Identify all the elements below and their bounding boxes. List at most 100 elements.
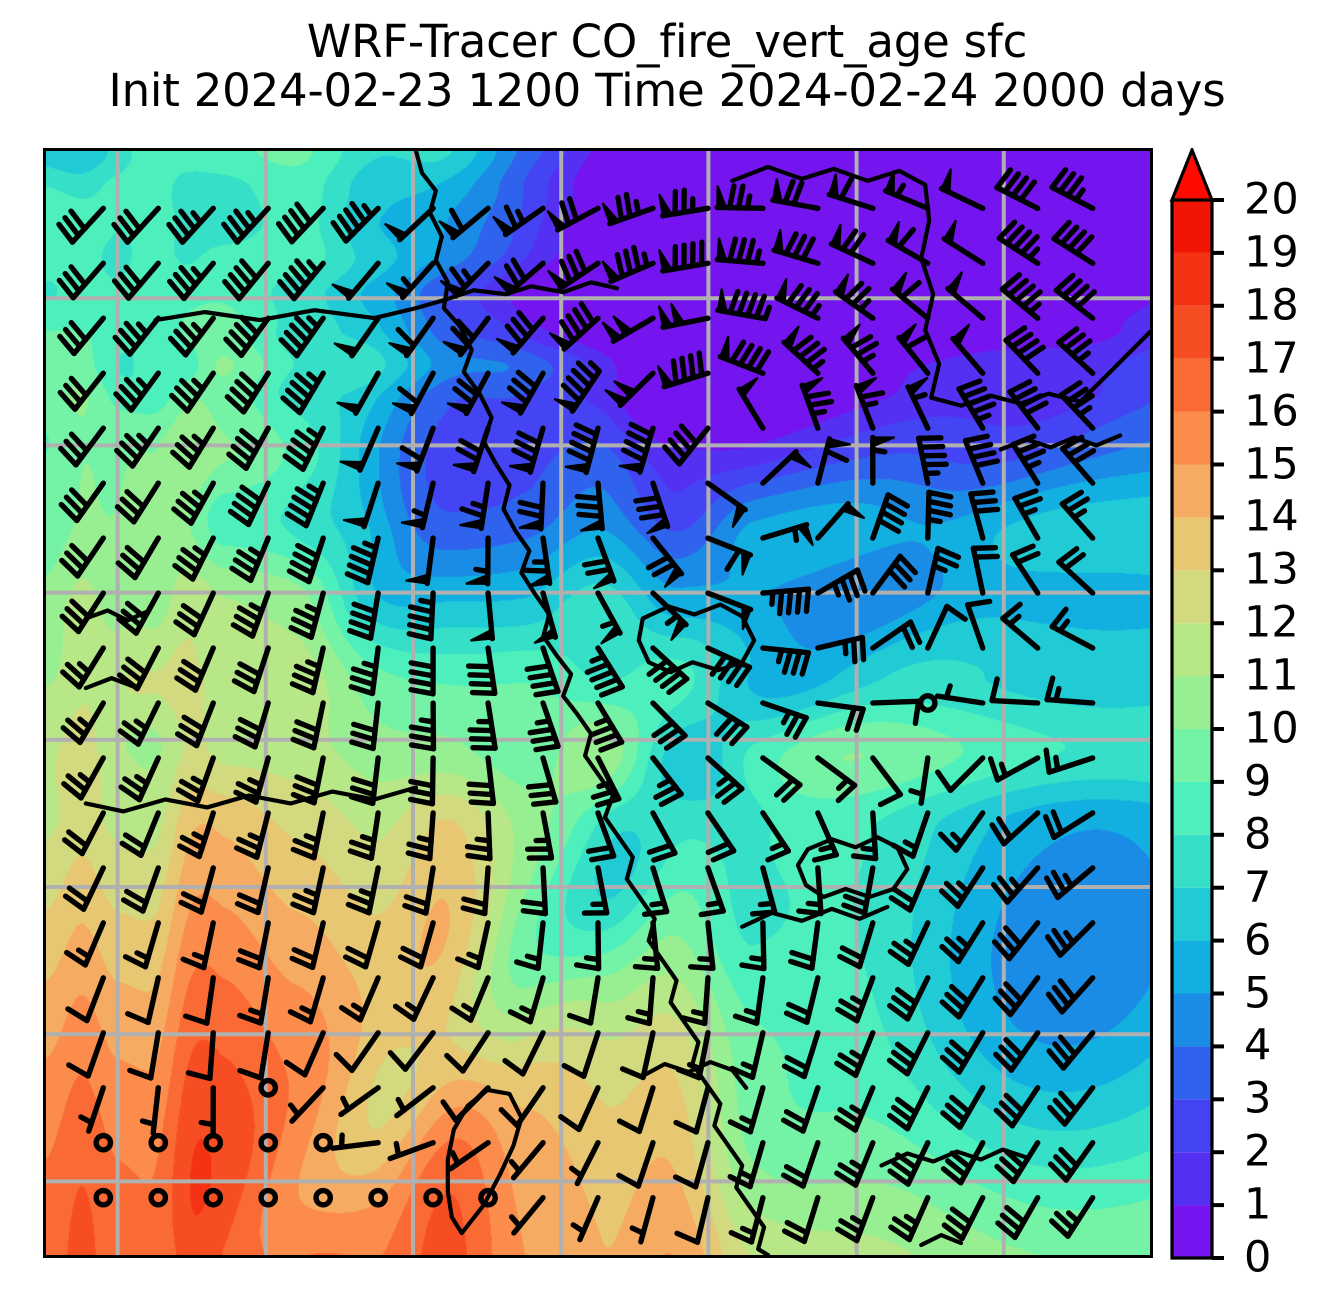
colorbar-tick-label: 17 [1244,333,1299,384]
wind-barb [287,975,326,1025]
coastline-path [929,391,1083,408]
wind-barb [313,1132,334,1153]
wind-barb [940,1140,986,1186]
wind-barb [115,535,161,581]
wind-barb [392,975,436,1022]
wind-barb [237,975,271,1026]
wind-barb [558,1085,601,1133]
colorbar-tick-label: 6 [1244,915,1272,966]
wind-barb [553,360,603,414]
wind-barb [941,219,986,266]
wind-barb [344,535,381,586]
wind-barb [466,755,497,807]
colorbar-band [1172,200,1212,253]
wind-barb [673,1085,711,1135]
wind-barb [945,271,986,321]
wind-barb [1049,606,1096,651]
colorbar-tick-label: 18 [1244,280,1299,331]
colorbar-band [1172,834,1212,888]
colorbar-band [1172,411,1212,465]
wind-barb [342,920,381,970]
map-plot-area[interactable] [43,148,1153,1258]
colorbar-gradient [1169,148,1224,1260]
wind-barb [57,370,107,412]
wind-barb [770,178,821,212]
wind-barb [992,975,1041,1018]
calm-wind-circle-icon [917,693,938,713]
wind-barb [66,1030,107,1079]
colorbar-tick-label: 3 [1244,1073,1272,1124]
wind-barb [522,535,553,588]
wind-barb [452,425,491,475]
wind-barb [588,700,625,753]
colorbar-tick-label: 9 [1244,756,1272,807]
wind-barb [122,920,161,970]
wind-barb [581,865,610,916]
wind-barb [460,865,491,917]
wind-barb [78,1085,107,1134]
wind-barb [870,698,922,726]
wind-barb [595,590,623,645]
wind-barb [990,865,1041,905]
wind-barb [64,920,107,968]
colorbar-tick-label: 15 [1244,439,1299,489]
wind-barb [564,422,601,476]
wind-barb [815,436,851,486]
wind-barb [698,865,726,918]
wind-barb [616,1140,656,1189]
wind-barb [348,755,381,807]
wind-barb [338,975,381,1023]
wind-barb [739,920,767,972]
wind-barb [889,271,931,321]
wind-barb [601,244,656,284]
wind-barb [570,1194,601,1243]
wind-barb [283,1030,326,1078]
wind-barb [408,645,436,697]
calm-wind-circle-icon [148,1132,169,1153]
wind-barb [812,810,840,863]
figure-title: WRF-Tracer CO_fire_vert_age sfc Init 202… [0,17,1334,115]
wind-barb [774,277,822,321]
wind-barb [148,1187,169,1208]
colorbar-tick-label: 16 [1244,386,1299,437]
wind-barb [1056,326,1096,376]
wind-barb [941,1194,986,1242]
wind-barb [455,920,491,971]
wind-barb [280,370,326,416]
wind-barb [396,425,436,474]
wind-barb [111,205,161,245]
wind-barb [641,865,670,917]
wind-barb [347,810,381,861]
wind-barb [815,634,867,665]
wind-barb [408,700,437,752]
wind-barb [524,645,561,698]
wind-barb [672,1140,711,1190]
wind-barb [736,376,766,431]
wind-barb [116,645,161,692]
wind-barb [60,700,107,746]
wind-barb [657,302,711,330]
wind-barb [284,480,326,529]
wind-barb [760,700,809,740]
wind-barb [500,369,546,416]
wind-barb [760,645,812,677]
wind-barb [1047,1085,1096,1127]
calm-wind-circle-icon [478,1187,498,1208]
wind-barb [290,865,326,916]
wind-barb [288,590,326,640]
colorbar[interactable] [1168,148,1224,1260]
wind-barb [168,370,216,414]
wind-barb [226,425,271,471]
wind-barb [231,645,271,695]
wind-barb [1009,543,1041,596]
wind-barb [826,173,876,212]
wind-barb [632,920,661,972]
wind-barb [728,1194,766,1245]
wind-barb [705,700,750,747]
wind-barb [174,700,216,749]
wind-barb [616,1085,656,1135]
wind-barb [58,425,107,468]
wind-barb [1047,1140,1096,1183]
wind-barb [446,370,491,417]
wind-barb [423,1187,443,1208]
